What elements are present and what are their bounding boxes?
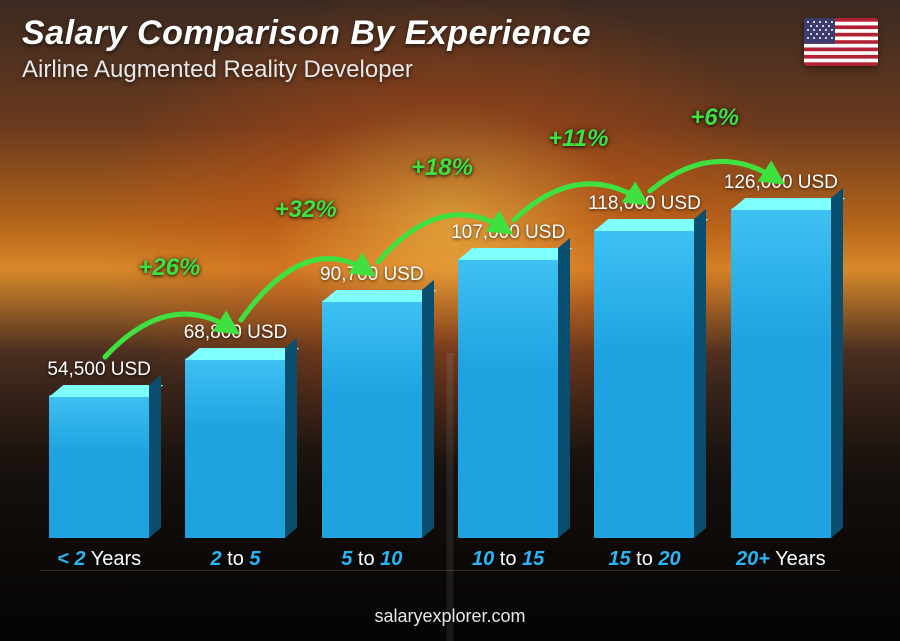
bar-wrap: 118,000 USD bbox=[585, 229, 703, 538]
bar-side-face bbox=[694, 209, 706, 538]
bar-top-face bbox=[458, 248, 572, 260]
salary-bar-chart: 54,500 USD < 2 Years 68,800 USD 2 to 5 90,70… bbox=[40, 111, 840, 571]
salary-bar: 68,800 USD bbox=[185, 358, 285, 538]
page-subtitle: Airline Augmented Reality Developer bbox=[22, 56, 413, 84]
bar-top-face bbox=[185, 348, 299, 360]
salary-bar: 54,500 USD bbox=[49, 395, 149, 538]
bar-value-label: 54,500 USD bbox=[47, 359, 151, 381]
bar-category-label: 10 to 15 bbox=[472, 548, 544, 571]
bar-value-label: 107,000 USD bbox=[451, 222, 565, 244]
bar-category-label: 2 to 5 bbox=[210, 548, 260, 571]
bar-top-face bbox=[594, 219, 708, 231]
bar-value-label: 90,700 USD bbox=[320, 264, 424, 286]
bar-category-label: 15 to 20 bbox=[608, 548, 680, 571]
bar-wrap: 107,000 USD bbox=[449, 258, 567, 538]
bar-top-face bbox=[731, 198, 845, 210]
footer-source: salaryexplorer.com bbox=[0, 606, 900, 627]
salary-bar: 107,000 USD bbox=[458, 258, 558, 538]
bar-column: 68,800 USD 2 to 5 bbox=[176, 358, 294, 571]
bar-side-face bbox=[149, 375, 161, 538]
bar-value-label: 68,800 USD bbox=[184, 322, 288, 344]
infographic-stage: Salary Comparison By Experience Airline … bbox=[0, 0, 900, 641]
salary-bar: 118,000 USD bbox=[594, 229, 694, 538]
flag-icon bbox=[804, 18, 878, 66]
bar-wrap: 68,800 USD bbox=[176, 358, 294, 538]
bar-column: 90,700 USD 5 to 10 bbox=[313, 300, 431, 571]
bar-top-face bbox=[322, 290, 436, 302]
bar-column: 54,500 USD < 2 Years bbox=[40, 395, 158, 571]
bar-side-face bbox=[831, 188, 843, 538]
bar-wrap: 54,500 USD bbox=[40, 395, 158, 538]
bar-wrap: 126,000 USD bbox=[722, 208, 840, 538]
bar-category-label: 20+ Years bbox=[736, 548, 826, 571]
page-title: Salary Comparison By Experience bbox=[22, 14, 591, 53]
bar-category-label: < 2 Years bbox=[57, 548, 141, 571]
bar-category-label: 5 to 10 bbox=[341, 548, 402, 571]
bar-side-face bbox=[422, 280, 434, 538]
bar-side-face bbox=[285, 338, 297, 538]
bar-column: 107,000 USD 10 to 15 bbox=[449, 258, 567, 571]
bar-value-label: 118,000 USD bbox=[588, 193, 701, 215]
salary-bar: 126,000 USD bbox=[731, 208, 831, 538]
bar-side-face bbox=[558, 238, 570, 538]
bar-column: 126,000 USD 20+ Years bbox=[722, 208, 840, 571]
bar-column: 118,000 USD 15 to 20 bbox=[585, 229, 703, 571]
bar-value-label: 126,000 USD bbox=[724, 172, 838, 194]
salary-bar: 90,700 USD bbox=[322, 300, 422, 538]
bar-wrap: 90,700 USD bbox=[313, 300, 431, 538]
bar-top-face bbox=[49, 385, 163, 397]
